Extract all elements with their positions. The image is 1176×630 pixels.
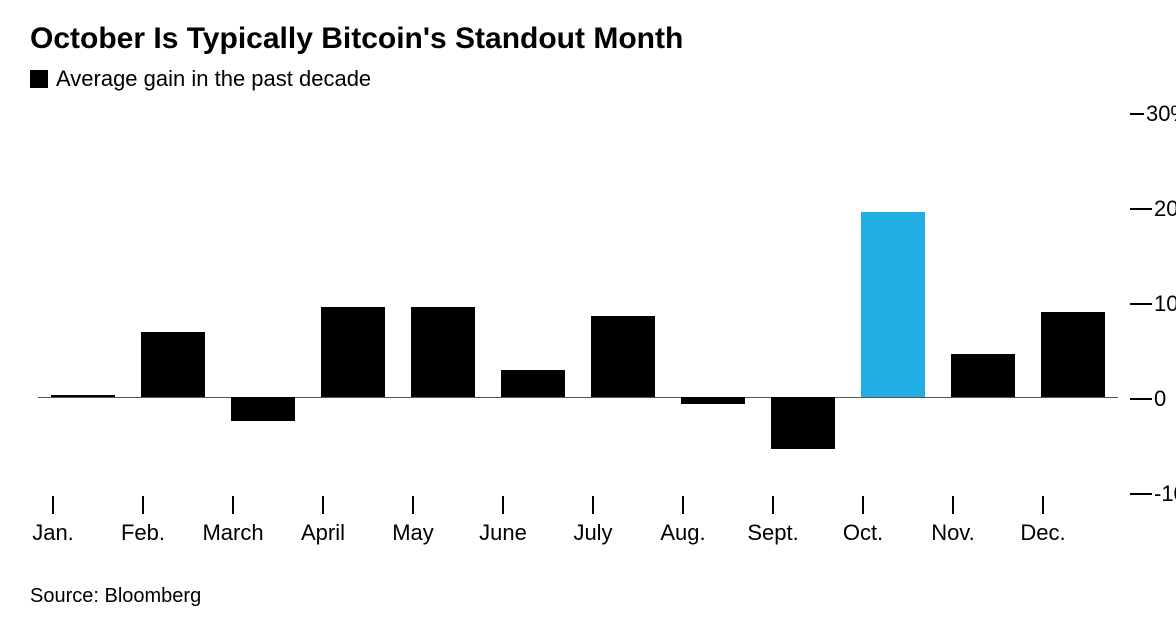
y-tick: 10 bbox=[1130, 291, 1176, 317]
x-tick: April bbox=[291, 496, 355, 546]
x-tick: July bbox=[561, 496, 625, 546]
legend-label: Average gain in the past decade bbox=[56, 66, 371, 92]
chart-title: October Is Typically Bitcoin's Standout … bbox=[30, 22, 1146, 56]
x-tick-label: March bbox=[202, 520, 263, 546]
y-tick-mark bbox=[1130, 398, 1152, 400]
x-tick-label: Dec. bbox=[1020, 520, 1065, 546]
bar-slot bbox=[591, 112, 655, 492]
x-tick-label: May bbox=[392, 520, 434, 546]
bar-slot bbox=[141, 112, 205, 492]
x-tick: Dec. bbox=[1011, 496, 1075, 546]
y-tick: -10 bbox=[1130, 481, 1176, 507]
chart-legend: Average gain in the past decade bbox=[30, 66, 1146, 92]
bar-slot bbox=[321, 112, 385, 492]
bar-slot bbox=[231, 112, 295, 492]
legend-swatch-icon bbox=[30, 70, 48, 88]
bar bbox=[681, 397, 745, 404]
bar bbox=[861, 212, 925, 397]
y-tick-label: 10 bbox=[1154, 291, 1176, 317]
bar bbox=[501, 370, 565, 397]
x-tick: Sept. bbox=[741, 496, 805, 546]
y-tick: 0 bbox=[1130, 386, 1176, 412]
y-tick-mark bbox=[1130, 493, 1152, 495]
x-tick-label: Feb. bbox=[121, 520, 165, 546]
bar bbox=[51, 395, 115, 397]
x-tick-mark bbox=[592, 496, 594, 514]
y-tick-label: 20 bbox=[1154, 196, 1176, 222]
bar-slot bbox=[771, 112, 835, 492]
bars-row bbox=[38, 112, 1118, 492]
x-tick-mark bbox=[142, 496, 144, 514]
bar bbox=[771, 397, 835, 449]
x-tick: Aug. bbox=[651, 496, 715, 546]
y-tick: 30% bbox=[1130, 101, 1176, 127]
bar bbox=[321, 307, 385, 397]
x-tick-label: Sept. bbox=[747, 520, 798, 546]
bar bbox=[1041, 312, 1105, 398]
x-tick-mark bbox=[682, 496, 684, 514]
y-tick-label: -10 bbox=[1154, 481, 1176, 507]
x-tick-mark bbox=[52, 496, 54, 514]
x-tick-mark bbox=[952, 496, 954, 514]
x-tick: Jan. bbox=[21, 496, 85, 546]
bar bbox=[591, 316, 655, 397]
x-tick: June bbox=[471, 496, 535, 546]
y-tick-label: 0 bbox=[1154, 386, 1166, 412]
chart-container: October Is Typically Bitcoin's Standout … bbox=[0, 0, 1176, 630]
y-tick-label: 30% bbox=[1146, 101, 1176, 127]
x-tick-label: June bbox=[479, 520, 527, 546]
x-tick: Feb. bbox=[111, 496, 175, 546]
source-text: Source: Bloomberg bbox=[30, 585, 201, 608]
x-tick-label: Nov. bbox=[931, 520, 975, 546]
x-tick: Nov. bbox=[921, 496, 985, 546]
plot-area: 30%20100-10 bbox=[38, 112, 1118, 492]
x-axis-labels: Jan. Feb. March April May June July Aug. Sept. Oc… bbox=[8, 496, 1088, 546]
x-tick-label: Aug. bbox=[660, 520, 705, 546]
bar bbox=[411, 307, 475, 397]
x-tick-mark bbox=[412, 496, 414, 514]
y-tick-mark bbox=[1130, 113, 1144, 115]
bar-slot bbox=[51, 112, 115, 492]
x-tick: March bbox=[201, 496, 265, 546]
bar bbox=[231, 397, 295, 421]
y-tick-mark bbox=[1130, 303, 1152, 305]
x-tick-label: Oct. bbox=[843, 520, 883, 546]
bar-slot bbox=[1041, 112, 1105, 492]
x-tick: Oct. bbox=[831, 496, 895, 546]
x-tick-mark bbox=[232, 496, 234, 514]
bar-slot bbox=[861, 112, 925, 492]
bar-slot bbox=[501, 112, 565, 492]
x-tick-mark bbox=[1042, 496, 1044, 514]
bar bbox=[951, 354, 1015, 397]
bar-slot bbox=[411, 112, 475, 492]
x-tick: May bbox=[381, 496, 445, 546]
x-tick-mark bbox=[862, 496, 864, 514]
x-tick-mark bbox=[502, 496, 504, 514]
x-tick-label: April bbox=[301, 520, 345, 546]
y-tick: 20 bbox=[1130, 196, 1176, 222]
x-tick-mark bbox=[322, 496, 324, 514]
bar bbox=[141, 332, 205, 397]
y-tick-mark bbox=[1130, 208, 1152, 210]
x-tick-label: Jan. bbox=[32, 520, 74, 546]
bar-slot bbox=[951, 112, 1015, 492]
bar-slot bbox=[681, 112, 745, 492]
x-tick-label: July bbox=[573, 520, 612, 546]
x-tick-mark bbox=[772, 496, 774, 514]
